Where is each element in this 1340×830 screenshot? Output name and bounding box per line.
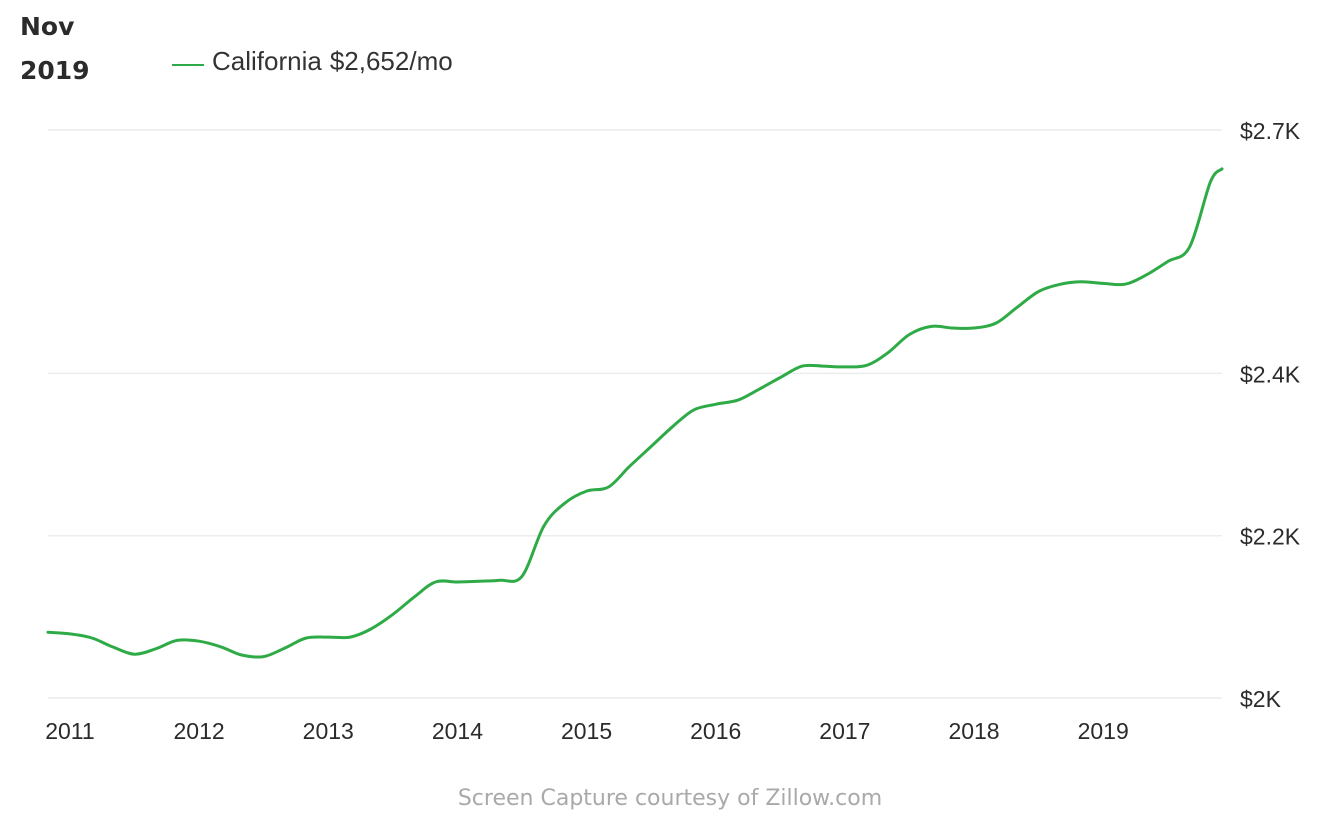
x-tick-label: 2014 (432, 718, 483, 744)
date-month: Nov (20, 12, 75, 41)
series-line-california (46, 167, 1224, 659)
legend-text: California $2,652/mo (212, 46, 453, 77)
line-chart: $2K $2.2K $2.4K $2.7K 2011 2012 2013 2014 2015 20… (45, 118, 1301, 744)
legend-swatch (172, 63, 204, 66)
x-tick-label: 2015 (561, 718, 612, 744)
x-tick-label: 2016 (690, 718, 741, 744)
legend-value: $2,652/mo (329, 46, 453, 76)
x-tick-label: 2018 (948, 718, 999, 744)
footer-credit: Screen Capture courtesy of Zillow.com (457, 786, 883, 811)
y-tick-label: $2.4K (1240, 361, 1301, 387)
y-tick-label: $2.7K (1240, 118, 1301, 144)
legend: California $2,652/mo (172, 46, 453, 77)
x-tick-label: 2017 (819, 718, 870, 744)
legend-series-name: California (212, 46, 322, 76)
x-tick-label: 2011 (45, 718, 94, 744)
x-tick-label: 2019 (1078, 718, 1129, 744)
y-tick-label: $2K (1240, 686, 1282, 712)
x-tick-label: 2013 (303, 718, 354, 744)
date-label: Nov 2019 (20, 5, 90, 93)
date-year: 2019 (20, 56, 90, 85)
x-tick-label: 2012 (174, 718, 225, 744)
y-tick-label: $2.2K (1240, 524, 1301, 550)
